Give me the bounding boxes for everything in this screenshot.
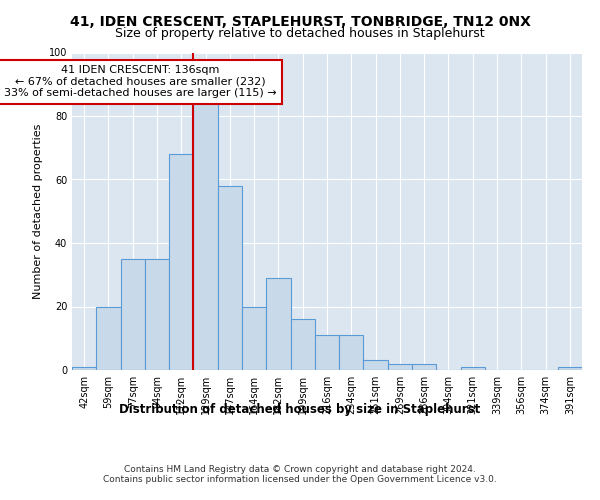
Text: Size of property relative to detached houses in Staplehurst: Size of property relative to detached ho… <box>115 28 485 40</box>
Bar <box>315 335 339 370</box>
Bar <box>290 319 315 370</box>
Bar <box>218 186 242 370</box>
Bar <box>242 306 266 370</box>
Bar <box>72 367 96 370</box>
Y-axis label: Number of detached properties: Number of detached properties <box>33 124 43 299</box>
Bar <box>412 364 436 370</box>
Bar <box>96 306 121 370</box>
Bar <box>266 278 290 370</box>
Bar <box>388 364 412 370</box>
Bar <box>145 259 169 370</box>
Bar <box>558 367 582 370</box>
Bar <box>169 154 193 370</box>
Bar <box>364 360 388 370</box>
Bar <box>339 335 364 370</box>
Text: Contains HM Land Registry data © Crown copyright and database right 2024.
Contai: Contains HM Land Registry data © Crown c… <box>103 465 497 484</box>
Text: 41, IDEN CRESCENT, STAPLEHURST, TONBRIDGE, TN12 0NX: 41, IDEN CRESCENT, STAPLEHURST, TONBRIDG… <box>70 15 530 29</box>
Bar <box>461 367 485 370</box>
Bar <box>121 259 145 370</box>
Text: Distribution of detached houses by size in Staplehurst: Distribution of detached houses by size … <box>119 402 481 415</box>
Text: 41 IDEN CRESCENT: 136sqm
← 67% of detached houses are smaller (232)
33% of semi-: 41 IDEN CRESCENT: 136sqm ← 67% of detach… <box>4 65 277 98</box>
Bar <box>193 104 218 370</box>
